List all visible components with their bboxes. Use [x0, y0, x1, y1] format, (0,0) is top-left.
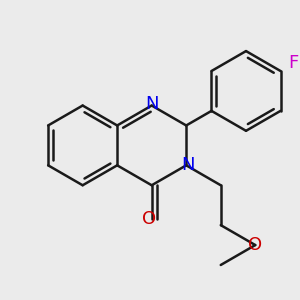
Text: O: O	[248, 236, 262, 254]
Text: F: F	[289, 54, 299, 72]
Text: N: N	[145, 95, 158, 113]
Text: O: O	[142, 210, 156, 228]
Text: N: N	[181, 156, 194, 174]
